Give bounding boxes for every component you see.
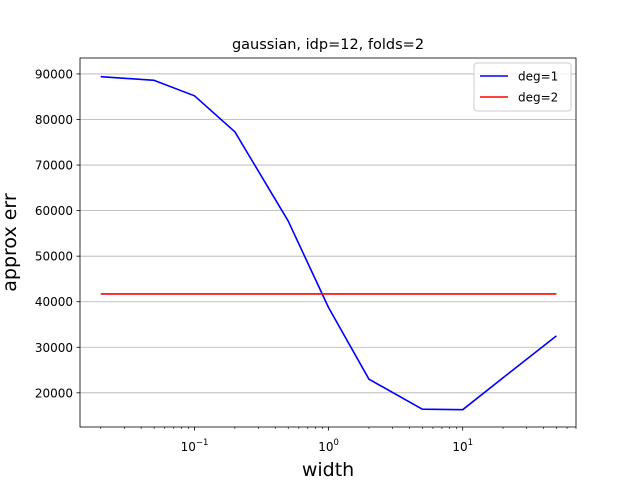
x-tick-label: 10−1 xyxy=(181,438,209,454)
grid-lines xyxy=(80,73,576,394)
y-axis: 20000 30000 40000 50000 60000 70000 80000 90000 xyxy=(35,67,80,400)
y-tick-label: 20000 xyxy=(35,386,73,400)
legend-label-1: deg=1 xyxy=(518,70,558,84)
y-tick-label: 90000 xyxy=(35,67,73,81)
y-tick-label: 80000 xyxy=(35,113,73,127)
x-axis: 10−1 100 101 xyxy=(100,427,577,454)
legend-box xyxy=(473,62,572,112)
y-tick-label: 60000 xyxy=(35,204,73,218)
series-line-1 xyxy=(100,75,557,411)
y-tick-label: 40000 xyxy=(35,295,73,309)
x-axis-label: width xyxy=(302,459,354,480)
legend: deg=1 deg=2 xyxy=(473,62,572,112)
chart-title: gaussian, idp=12, folds=2 xyxy=(232,37,424,53)
y-tick-label: 70000 xyxy=(35,159,73,173)
plot-area-frame xyxy=(79,57,577,428)
series-lines xyxy=(100,75,557,411)
x-tick-label: 100 xyxy=(318,438,339,454)
y-tick-label: 50000 xyxy=(35,250,73,264)
x-tick-label: 101 xyxy=(452,438,473,454)
y-axis-label: approx err xyxy=(0,193,21,292)
y-tick-label: 30000 xyxy=(35,341,73,355)
legend-label-2: deg=2 xyxy=(518,91,558,105)
